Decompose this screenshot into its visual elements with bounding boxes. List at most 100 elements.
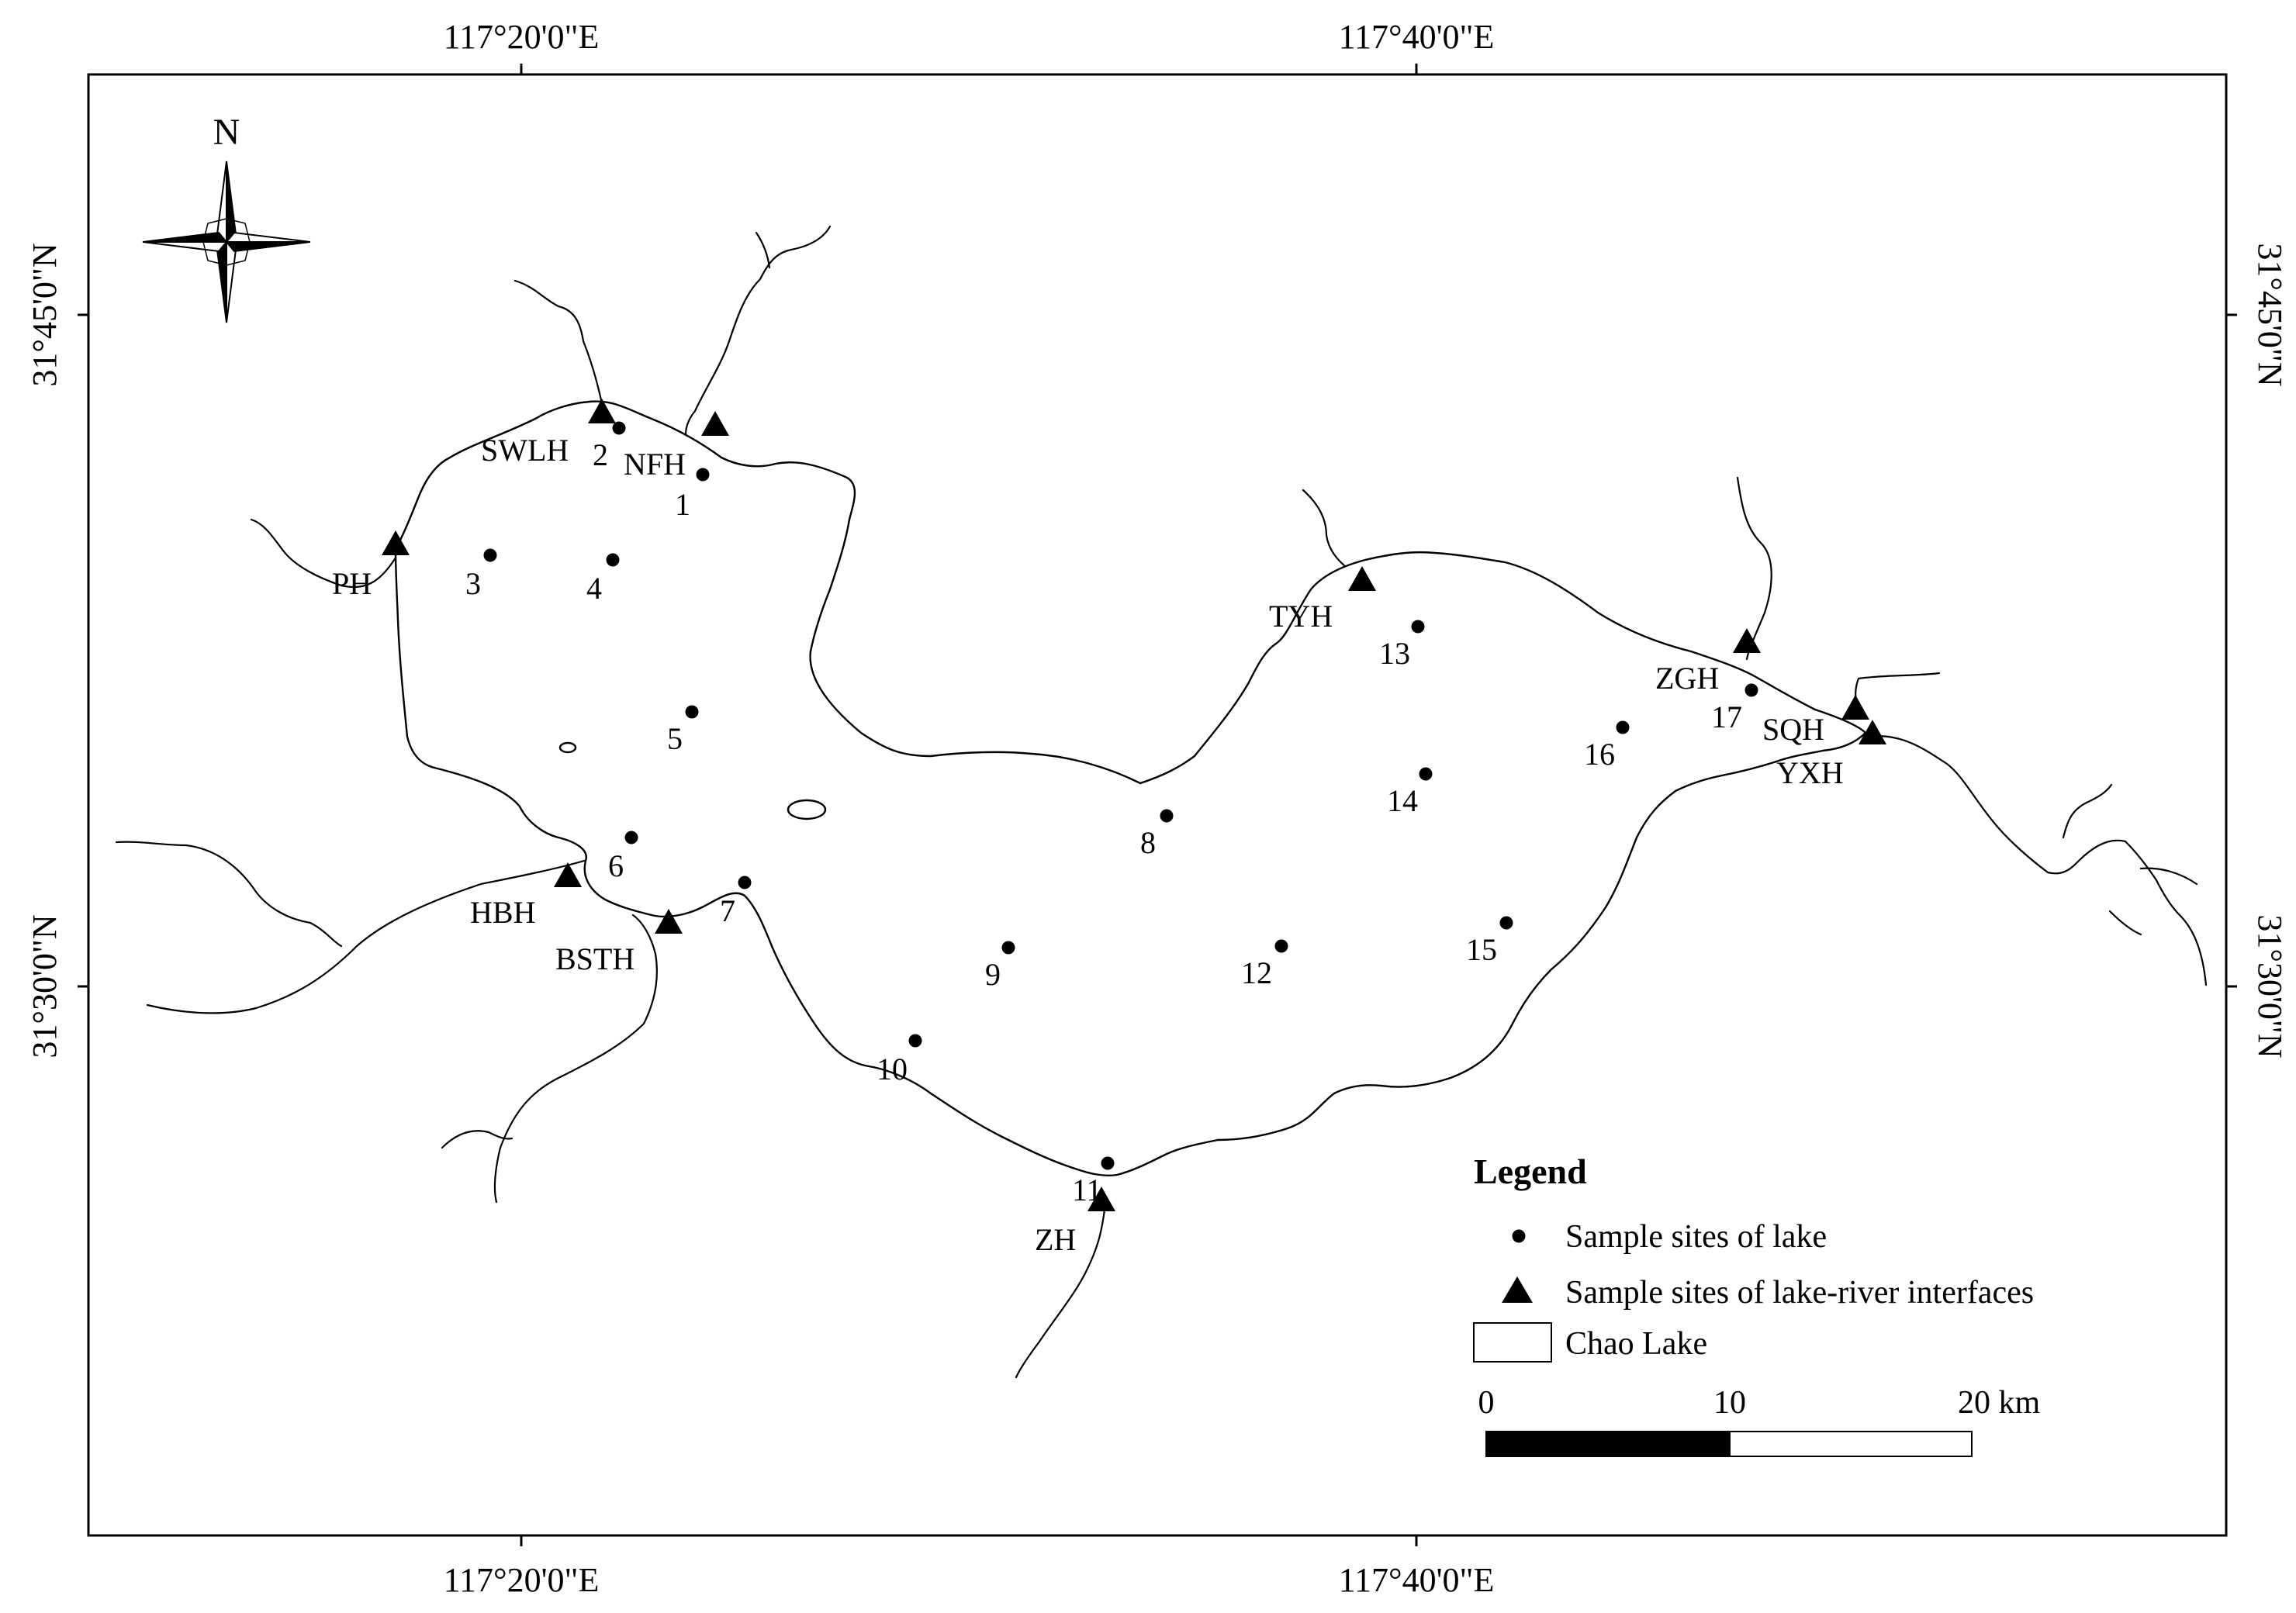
site-dot-1 [696,468,710,482]
bottom-tick-label-1: 117°20'0"E [444,1561,600,1599]
label-nfh: NFH [624,447,686,482]
river-yxh-branch-b [2139,867,2198,886]
site-label-4: 4 [586,571,602,606]
triangle-zgh [1733,628,1761,653]
legend-item-interface-sites: Sample sites of lake-river interfaces [1565,1275,2034,1311]
triangle-ph [382,530,410,555]
chao-lake [394,400,1867,1176]
site-dot-8 [1160,809,1174,823]
site-label-14: 14 [1387,783,1418,818]
site-label-7: 7 [720,893,735,928]
site-dot-17 [1744,683,1758,697]
river-yxh-branch-a [2062,783,2113,839]
site-label-17: 17 [1711,699,1742,734]
river-nfh [684,225,832,436]
legend: Legend Sample sites of lake Sample sites… [1473,1152,2034,1363]
site-label-15: 15 [1466,932,1497,967]
site-label-5: 5 [667,721,683,756]
right-tick-label-2: 31°30'0"N [2251,914,2289,1058]
site-dot-11 [1101,1156,1115,1170]
triangle-swlh [588,399,616,423]
legend-item-chao-lake: Chao Lake [1565,1326,1707,1362]
triangle-sqh [1841,695,1869,720]
label-zgh: ZGH [1655,661,1719,696]
site-dot-4 [606,553,620,567]
river-hbh-east [146,858,591,1014]
label-ph: PH [332,566,372,601]
site-dot-10 [908,1034,922,1048]
site-label-13: 13 [1379,636,1410,671]
river-zgh [1736,476,1772,661]
top-tick-label-2: 117°40'0"E [1339,18,1495,56]
label-yxh: YXH [1776,755,1844,790]
triangle-zh [1087,1186,1115,1211]
river-sqh [1855,672,1941,711]
river-swlh [513,279,605,413]
scale-bar-black-segment [1485,1431,1731,1457]
site-dot-6 [624,831,638,844]
scale-tick-0: 0 [1478,1385,1495,1421]
site-label-6: 6 [608,848,624,883]
rivers [115,225,2208,1379]
legend-title: Legend [1474,1152,1587,1191]
triangle-nfh [701,411,729,436]
legend-dot-symbol [1512,1229,1526,1243]
river-ph [250,518,399,589]
site-dot-13 [1411,620,1425,634]
interface-sites [382,399,1886,1211]
north-label: N [213,112,240,153]
label-swlh: SWLH [481,433,569,468]
label-bsth: BSTH [555,941,635,976]
left-tick-label-1: 31°45'0"N [26,243,64,386]
bottom-tick-label-2: 117°40'0"E [1339,1561,1495,1599]
island-east [787,799,827,820]
river-nfh-branch [755,231,771,269]
site-dot-9 [1001,941,1015,955]
label-tyh: TYH [1269,599,1333,634]
scale-tick-20: 20 km [1958,1385,2041,1421]
triangle-yxh [1859,720,1886,744]
compass-rose-icon [142,161,311,323]
site-dot-12 [1274,939,1288,953]
site-dot-14 [1419,767,1433,781]
scale-bar: 0 10 20 km [1478,1385,2041,1457]
site-label-16: 16 [1584,737,1615,772]
triangle-hbh [554,862,582,887]
top-tick-label-1: 117°20'0"E [444,18,600,56]
map-frame [87,73,2228,1537]
site-label-1: 1 [675,487,690,522]
scale-bar-white-segment [1729,1431,1973,1457]
graticule-ticks [78,64,2237,1546]
site-dot-5 [685,705,699,719]
scale-tick-10: 10 [1713,1385,1746,1421]
label-hbh: HBH [470,895,535,930]
river-tyh [1302,489,1351,572]
label-sqh: SQH [1762,712,1824,747]
site-label-9: 9 [985,957,1001,992]
site-dot-7 [738,876,752,889]
legend-triangle-symbol [1502,1276,1533,1303]
interface-site-labels: SWLH NFH PH TYH ZGH SQH YXH HBH BSTH ZH [332,433,1844,1257]
left-tick-label-2: 31°30'0"N [26,914,64,1058]
triangle-tyh [1348,566,1376,591]
river-bsth-branch [441,1130,513,1149]
triangle-bsth [655,909,683,934]
site-label-10: 10 [877,1052,908,1086]
right-tick-label-1: 31°45'0"N [2251,243,2289,386]
site-label-2: 2 [593,437,608,472]
site-dot-16 [1616,720,1630,734]
river-zh [1015,1208,1106,1379]
river-hbh-west [115,841,343,948]
legend-item-lake-sites: Sample sites of lake [1565,1219,1827,1255]
island-west [558,741,577,754]
site-dot-15 [1499,916,1513,930]
river-yxh [1868,735,2208,986]
site-dot-3 [483,548,497,562]
site-dot-2 [612,421,626,435]
river-bsth [493,914,658,1204]
site-label-3: 3 [465,566,481,601]
lake-sites [483,421,1758,1170]
legend-lake-symbol [1473,1322,1552,1363]
site-label-8: 8 [1140,825,1156,860]
